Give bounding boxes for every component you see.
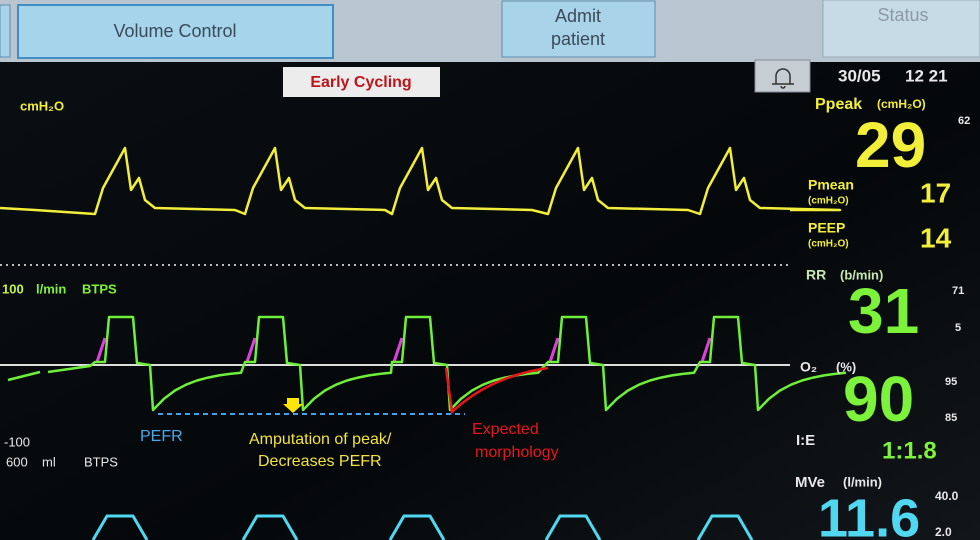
param-unit: (cmH₂O) (808, 196, 849, 207)
volume-unit: ml (42, 454, 56, 469)
param-value: 1:1.8 (882, 437, 937, 464)
param-value: 31 (848, 275, 919, 347)
volume-wave (91, 514, 754, 540)
button-edge (0, 4, 11, 58)
annotation: morphology (475, 444, 559, 461)
button-label[interactable]: Volume Control (113, 21, 236, 41)
flow-unit: l/min (36, 281, 66, 296)
annotation-box (283, 67, 440, 97)
trigger-segment (95, 337, 107, 363)
param-value: 14 (920, 222, 952, 253)
param-unit: (cmH₂O) (877, 97, 926, 111)
annotation-title: Early Cycling (310, 74, 411, 91)
trigger-segment (392, 337, 404, 363)
pressure-wave (0, 146, 842, 216)
param-value: 11.6 (818, 488, 920, 540)
param-name: Ppeak (815, 96, 862, 113)
param-limit: 85 (945, 412, 957, 424)
annotation: Decreases PEFR (258, 453, 382, 470)
parameter-panel: Ppeak (cmH₂O) 29 62 Pmean (cmH₂O) 17 PEE… (795, 96, 970, 540)
time: 12 21 (905, 66, 948, 85)
param-limit: 40.0 (935, 489, 959, 503)
flow-mode: BTPS (82, 281, 117, 296)
arrow (283, 398, 303, 413)
flow-scale: 100 (2, 281, 24, 296)
button[interactable] (17, 4, 334, 59)
button[interactable] (822, 0, 980, 58)
param-limit: 2.0 (935, 525, 952, 539)
date: 30/05 (838, 66, 881, 85)
waveforms (0, 146, 847, 540)
param-unit: (b/min) (840, 267, 883, 282)
alarm-button[interactable] (754, 59, 811, 93)
param-name: MVe (795, 474, 825, 491)
param-value: 90 (843, 363, 914, 435)
volume-scale: 600 (6, 454, 28, 469)
param-name: Pmean (808, 177, 854, 193)
trigger-segment (548, 337, 560, 363)
param-unit: (cmH₂O) (808, 239, 849, 250)
button[interactable] (501, 0, 656, 58)
flow-scale-low: -100 (4, 434, 30, 449)
param-limit: 5 (955, 322, 961, 334)
trigger-segment (700, 337, 712, 363)
param-name: I:E (796, 432, 815, 449)
param-name: PEEP (808, 220, 845, 236)
button-label[interactable]: Admit (555, 6, 601, 26)
param-value: 17 (920, 177, 951, 208)
param-name: RR (806, 267, 826, 283)
annotation: Amputation of peak/ (249, 431, 392, 448)
param-limit: 62 (958, 115, 970, 127)
volume-mode: BTPS (84, 454, 118, 469)
param-unit: (l/min) (843, 474, 882, 489)
annotation: Expected (472, 421, 539, 438)
button-label[interactable]: Status (877, 5, 928, 25)
expected-curve (444, 366, 549, 415)
param-limit: 95 (945, 376, 957, 388)
bell-icon (772, 68, 794, 89)
trigger-segment (245, 337, 257, 363)
param-name: O₂ (800, 359, 817, 375)
param-limit: 71 (952, 285, 964, 297)
param-unit: (%) (836, 359, 856, 374)
flow-wave (7, 315, 847, 412)
button-label[interactable]: patient (551, 29, 605, 49)
param-value: 29 (855, 109, 926, 181)
pressure-unit: cmH₂O (20, 98, 64, 113)
annotation: PEFR (140, 428, 183, 445)
